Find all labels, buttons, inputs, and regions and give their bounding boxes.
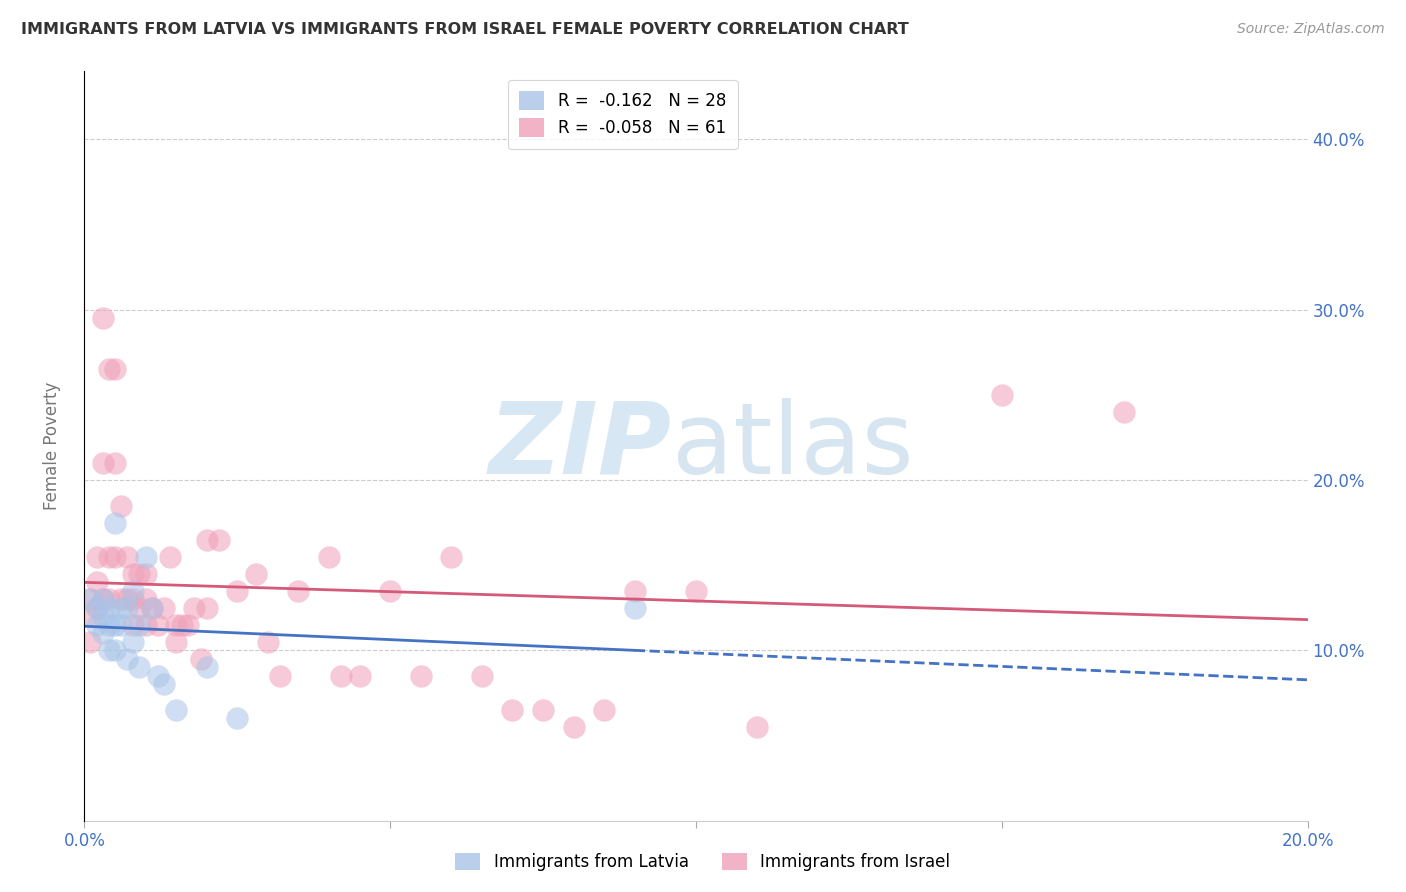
Point: [104, 617, 127, 632]
Point: [79, 592, 101, 607]
Point: [86, 575, 108, 590]
Point: [91, 609, 114, 624]
Point: [97, 362, 120, 376]
Point: [257, 635, 280, 649]
Point: [471, 669, 494, 683]
Point: [349, 669, 371, 683]
Point: [91, 626, 114, 640]
Point: [195, 660, 218, 674]
Point: [79, 609, 101, 624]
Point: [195, 533, 218, 547]
Point: [115, 652, 138, 666]
Point: [153, 600, 176, 615]
Point: [226, 711, 249, 725]
Point: [153, 677, 176, 691]
Point: [146, 669, 169, 683]
Point: [122, 592, 145, 607]
Point: [165, 703, 187, 717]
Point: [141, 600, 163, 615]
Point: [86, 549, 108, 564]
Point: [97, 549, 120, 564]
Legend: Immigrants from Latvia, Immigrants from Israel: Immigrants from Latvia, Immigrants from …: [447, 845, 959, 880]
Point: [115, 549, 138, 564]
Point: [128, 660, 150, 674]
Point: [110, 617, 132, 632]
Point: [183, 600, 205, 615]
Point: [86, 600, 108, 615]
Point: [110, 499, 132, 513]
Point: [287, 583, 309, 598]
Point: [165, 617, 187, 632]
Point: [115, 592, 138, 607]
Point: [79, 635, 101, 649]
Point: [128, 617, 150, 632]
Point: [91, 311, 114, 326]
Point: [122, 635, 145, 649]
Text: ZIP: ZIP: [488, 398, 672, 494]
Point: [122, 583, 145, 598]
Text: Source: ZipAtlas.com: Source: ZipAtlas.com: [1237, 22, 1385, 37]
Point: [190, 652, 212, 666]
Point: [86, 600, 108, 615]
Point: [409, 669, 432, 683]
Point: [195, 600, 218, 615]
Point: [91, 592, 114, 607]
Point: [104, 456, 127, 470]
Point: [115, 600, 138, 615]
Point: [122, 617, 145, 632]
Text: atlas: atlas: [672, 398, 912, 494]
Point: [330, 669, 353, 683]
Point: [165, 635, 187, 649]
Point: [97, 617, 120, 632]
Point: [624, 600, 647, 615]
Point: [128, 566, 150, 581]
Point: [991, 388, 1014, 402]
Point: [159, 549, 181, 564]
Point: [531, 703, 554, 717]
Point: [104, 516, 127, 530]
Point: [146, 617, 169, 632]
Point: [318, 549, 340, 564]
Point: [91, 592, 114, 607]
Point: [128, 600, 150, 615]
Point: [440, 549, 463, 564]
Point: [172, 617, 194, 632]
Point: [269, 669, 291, 683]
Point: [110, 600, 132, 615]
Point: [245, 566, 267, 581]
Point: [685, 583, 707, 598]
Point: [86, 617, 108, 632]
Point: [562, 720, 585, 734]
Point: [104, 362, 127, 376]
Point: [97, 643, 120, 657]
Y-axis label: Female Poverty: Female Poverty: [42, 382, 60, 510]
Point: [97, 600, 120, 615]
Point: [104, 643, 127, 657]
Point: [593, 703, 616, 717]
Point: [110, 592, 132, 607]
Point: [747, 720, 769, 734]
Point: [380, 583, 402, 598]
Point: [208, 533, 231, 547]
Point: [135, 566, 157, 581]
Point: [502, 703, 524, 717]
Point: [135, 617, 157, 632]
Point: [135, 592, 157, 607]
Point: [1114, 405, 1136, 419]
Point: [104, 549, 127, 564]
Point: [97, 592, 120, 607]
Point: [79, 592, 101, 607]
Point: [624, 583, 647, 598]
Point: [91, 456, 114, 470]
Point: [226, 583, 249, 598]
Point: [141, 600, 163, 615]
Point: [135, 549, 157, 564]
Point: [122, 566, 145, 581]
Legend: R =  -0.162   N = 28, R =  -0.058   N = 61: R = -0.162 N = 28, R = -0.058 N = 61: [508, 79, 738, 149]
Point: [177, 617, 200, 632]
Text: IMMIGRANTS FROM LATVIA VS IMMIGRANTS FROM ISRAEL FEMALE POVERTY CORRELATION CHAR: IMMIGRANTS FROM LATVIA VS IMMIGRANTS FRO…: [21, 22, 908, 37]
